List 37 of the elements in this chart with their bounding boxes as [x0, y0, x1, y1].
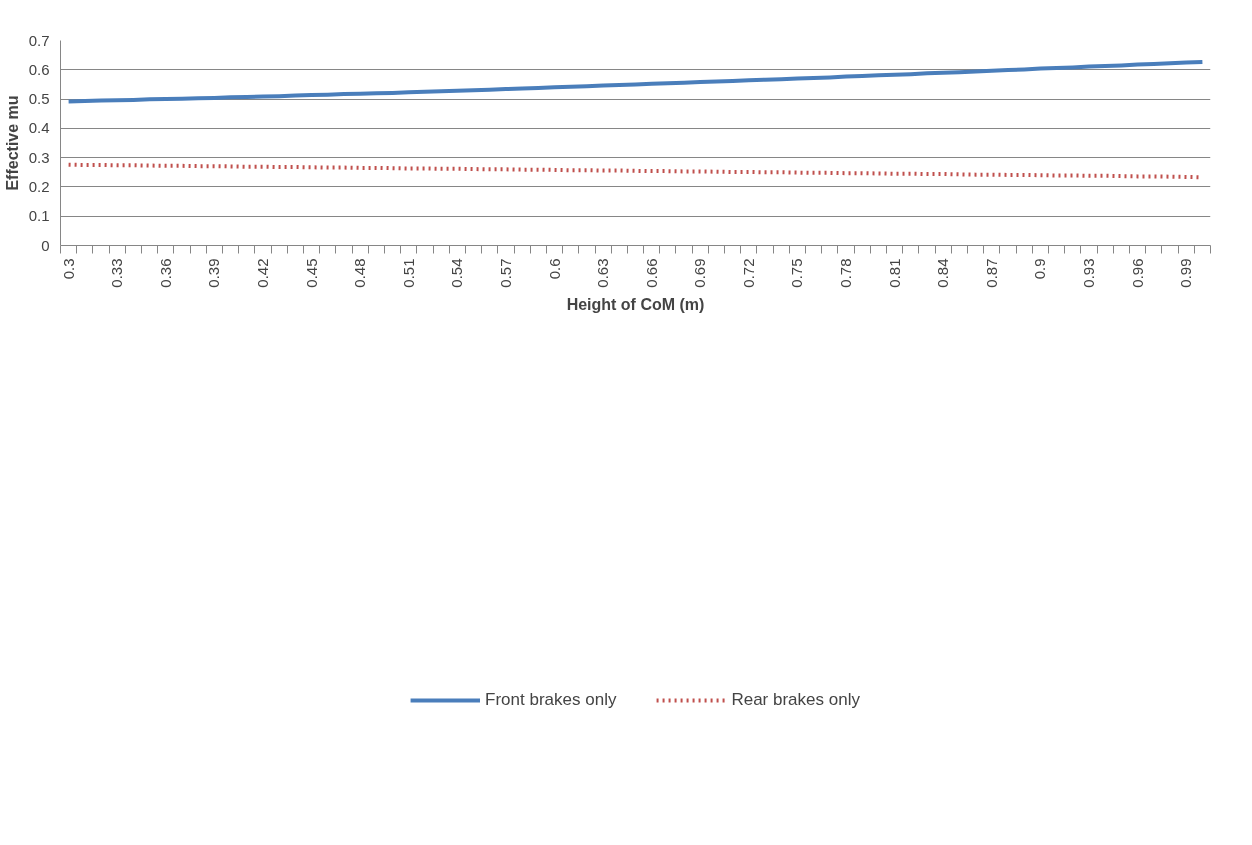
legend-label: Rear brakes only	[731, 690, 860, 710]
y-tick-label: 0.6	[28, 60, 50, 78]
y-tick-label: 0.2	[28, 177, 50, 195]
x-axis-title: Height of CoM (m)	[566, 295, 705, 313]
x-tick-label: 0.51	[399, 258, 417, 288]
x-tick-label: 0.3	[59, 258, 77, 280]
y-tick-label: 0	[41, 236, 50, 254]
x-tick-label: 0.93	[1080, 258, 1098, 288]
x-tick-label: 0.69	[691, 258, 709, 288]
x-tick-label: 0.66	[642, 258, 660, 288]
y-tick-label: 0.3	[28, 148, 50, 166]
x-tick-label: 0.6	[545, 258, 563, 280]
x-tick-label: 0.45	[302, 258, 320, 288]
x-tick-label: 0.36	[156, 258, 174, 288]
x-tick-label: 0.57	[496, 258, 514, 288]
x-tick-label: 0.39	[205, 258, 223, 288]
x-tick-label: 0.99	[1177, 258, 1195, 288]
x-tick-label: 0.81	[885, 258, 903, 288]
x-tick-label: 0.33	[108, 258, 126, 288]
x-tick-label: 0.78	[837, 258, 855, 288]
y-tick-label: 0.1	[28, 207, 50, 225]
y-tick-label: 0.5	[28, 90, 50, 108]
x-tick-label: 0.87	[982, 258, 1000, 288]
x-tick-label: 0.42	[253, 258, 271, 288]
x-tick-label: 0.96	[1128, 258, 1146, 288]
y-axis-title: Effective mu	[3, 95, 21, 191]
legend-label: Front brakes only	[485, 690, 617, 710]
y-tick-label: 0.7	[28, 31, 50, 49]
y-tick-label: 0.4	[28, 119, 50, 137]
x-tick-label: 0.63	[594, 258, 612, 288]
x-tick-label: 0.9	[1031, 258, 1049, 280]
x-tick-label: 0.54	[448, 258, 466, 288]
x-tick-label: 0.72	[739, 258, 757, 288]
x-tick-label: 0.75	[788, 258, 806, 288]
x-tick-label: 0.48	[351, 258, 369, 288]
line-series	[66, 59, 1205, 104]
x-tick-label: 0.84	[934, 258, 952, 288]
